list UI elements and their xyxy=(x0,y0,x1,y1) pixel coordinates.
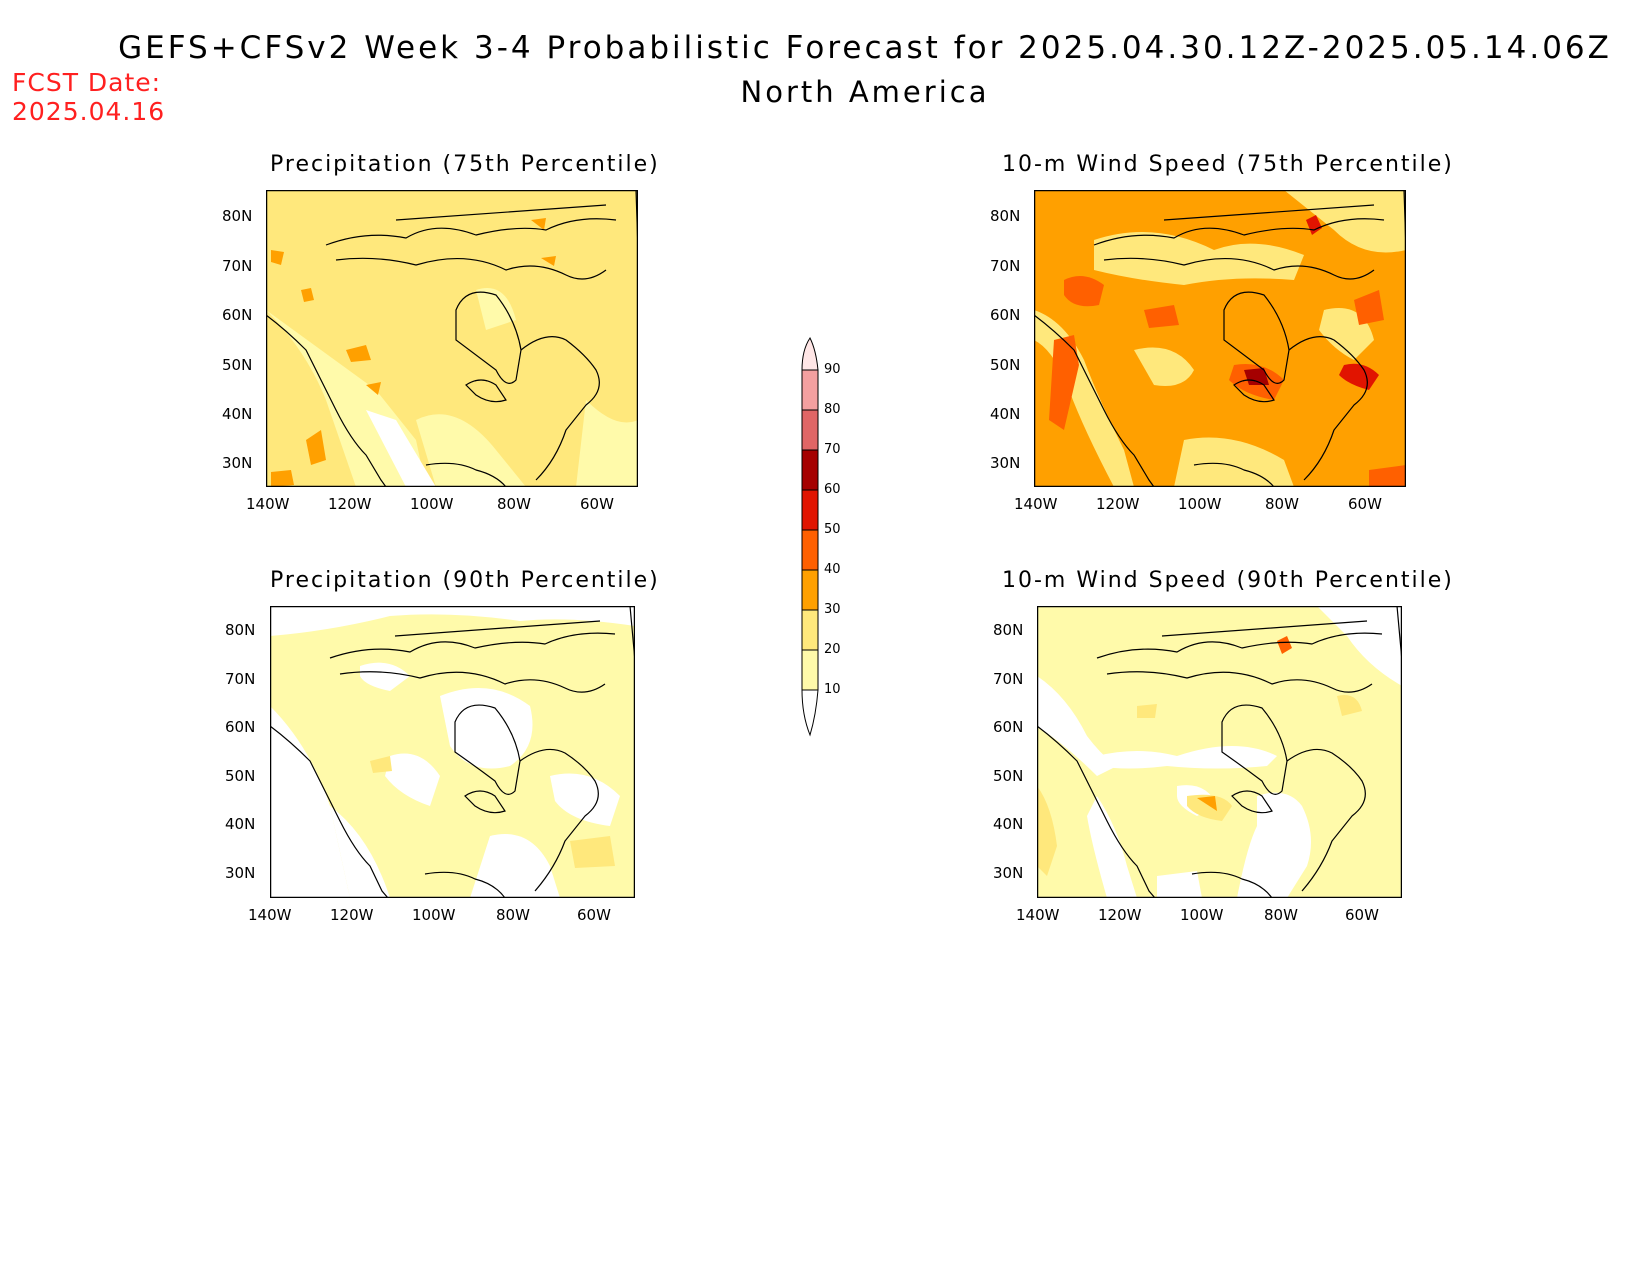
lon-label: 80W xyxy=(497,495,531,513)
lat-label: 70N xyxy=(993,670,1024,688)
map-precip-90 xyxy=(270,606,635,898)
lon-label: 80W xyxy=(496,906,530,924)
colorbar-swatch xyxy=(801,609,819,651)
colorbar-label: 70 xyxy=(824,442,841,457)
colorbar-swatch xyxy=(801,649,819,691)
lat-label: 60N xyxy=(222,306,253,324)
lat-label: 30N xyxy=(222,454,253,472)
lat-label: 60N xyxy=(990,306,1021,324)
lon-label: 120W xyxy=(328,495,372,513)
lat-label: 80N xyxy=(990,207,1021,225)
lat-label: 50N xyxy=(225,767,256,785)
map-wind-90 xyxy=(1037,606,1402,898)
colorbar-cap-top xyxy=(801,337,819,371)
lat-label: 40N xyxy=(225,815,256,833)
lon-label: 60W xyxy=(577,906,611,924)
forecast-date: FCST Date: 2025.04.16 xyxy=(12,68,165,126)
lat-label: 30N xyxy=(225,864,256,882)
colorbar-label: 90 xyxy=(824,362,841,377)
colorbar-label: 50 xyxy=(824,522,841,537)
colorbar-swatch xyxy=(801,449,819,491)
colorbar-scale xyxy=(801,337,819,737)
map-wind-75 xyxy=(1034,190,1406,487)
lat-label: 50N xyxy=(222,356,253,374)
lat-label: 80N xyxy=(222,207,253,225)
colorbar-label: 10 xyxy=(824,682,841,697)
lat-label: 30N xyxy=(990,454,1021,472)
colorbar-label: 30 xyxy=(824,602,841,617)
colorbar-swatch xyxy=(801,569,819,611)
lat-label: 70N xyxy=(225,670,256,688)
lon-label: 100W xyxy=(1180,906,1224,924)
lat-label: 50N xyxy=(990,356,1021,374)
lon-label: 100W xyxy=(410,495,454,513)
lat-label: 30N xyxy=(993,864,1024,882)
panel-title-wind-90: 10-m Wind Speed (90th Percentile) xyxy=(1002,568,1454,593)
lon-label: 60W xyxy=(580,495,614,513)
lon-label: 80W xyxy=(1264,906,1298,924)
panel-title-precip-90: Precipitation (90th Percentile) xyxy=(270,568,660,593)
colorbar: 90 80 70 60 50 40 30 20 10 xyxy=(790,330,870,740)
colorbar-swatch xyxy=(801,409,819,451)
lon-label: 60W xyxy=(1345,906,1379,924)
colorbar-label: 20 xyxy=(824,642,841,657)
lon-label: 80W xyxy=(1265,495,1299,513)
lon-label: 120W xyxy=(1098,906,1142,924)
title-line-1: GEFS+CFSv2 Week 3-4 Probabilistic Foreca… xyxy=(118,30,1612,66)
lat-label: 40N xyxy=(222,405,253,423)
lon-label: 140W xyxy=(1016,906,1060,924)
lon-label: 140W xyxy=(246,495,290,513)
lon-label: 100W xyxy=(412,906,456,924)
colorbar-label: 60 xyxy=(824,482,841,497)
lon-label: 140W xyxy=(1014,495,1058,513)
title-line-2: North America xyxy=(740,75,990,109)
lon-label: 120W xyxy=(330,906,374,924)
lat-label: 50N xyxy=(993,767,1024,785)
lon-label: 120W xyxy=(1096,495,1140,513)
forecast-date-label: FCST Date: xyxy=(12,68,162,97)
colorbar-swatch xyxy=(801,529,819,571)
panel-title-wind-75: 10-m Wind Speed (75th Percentile) xyxy=(1002,152,1454,177)
map-precip-75 xyxy=(266,190,638,487)
colorbar-cap-bottom xyxy=(801,689,819,737)
colorbar-swatch xyxy=(801,369,819,411)
lat-label: 70N xyxy=(990,257,1021,275)
lon-label: 60W xyxy=(1348,495,1382,513)
lat-label: 80N xyxy=(993,621,1024,639)
lat-label: 70N xyxy=(222,257,253,275)
colorbar-label: 40 xyxy=(824,562,841,577)
panel-title-precip-75: Precipitation (75th Percentile) xyxy=(270,152,660,177)
lat-label: 40N xyxy=(993,815,1024,833)
lon-label: 100W xyxy=(1178,495,1222,513)
lon-label: 140W xyxy=(248,906,292,924)
forecast-date-value: 2025.04.16 xyxy=(12,97,166,126)
lat-label: 80N xyxy=(225,621,256,639)
lat-label: 40N xyxy=(990,405,1021,423)
colorbar-label: 80 xyxy=(824,402,841,417)
colorbar-swatch xyxy=(801,489,819,531)
lat-label: 60N xyxy=(993,718,1024,736)
lat-label: 60N xyxy=(225,718,256,736)
